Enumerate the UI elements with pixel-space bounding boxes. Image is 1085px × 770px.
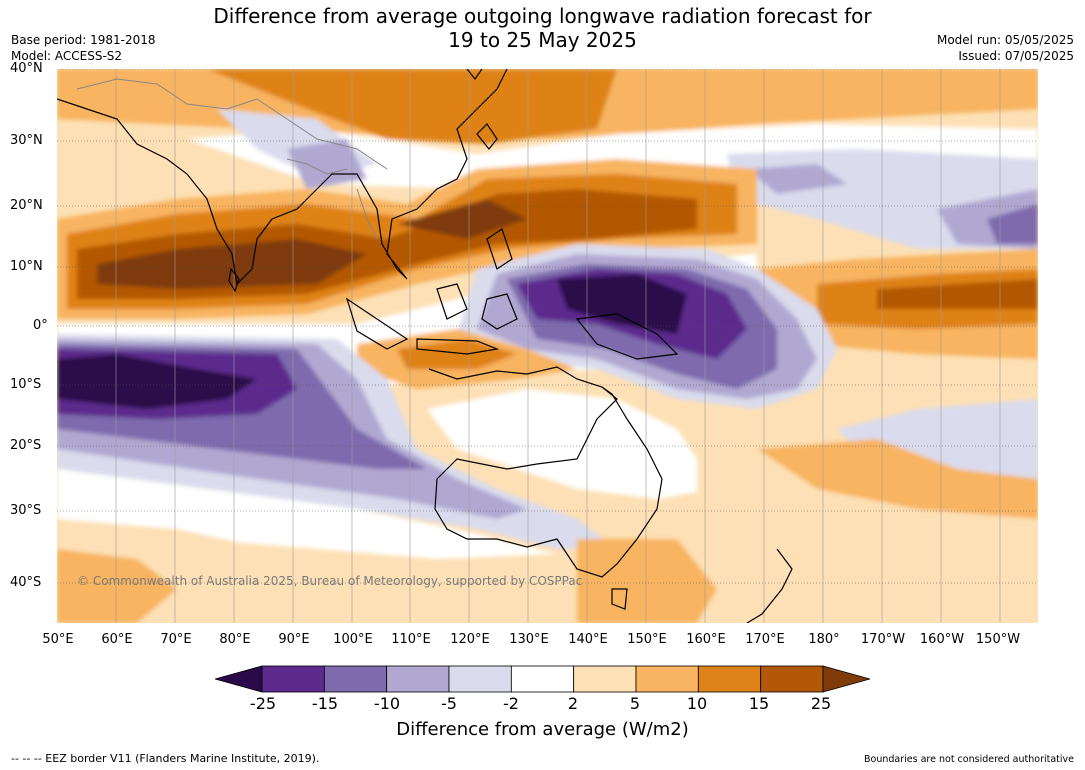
colorbar	[215, 665, 870, 693]
colorbar-tick: -15	[311, 694, 339, 713]
country-borders	[76, 78, 388, 240]
colorbar-tick: 2	[567, 694, 579, 713]
colorbar-arrow-low	[215, 665, 263, 693]
title-line-1: Difference from average outgoing longwav…	[213, 4, 872, 28]
colorbar-tick: 25	[810, 694, 832, 713]
lat-label-0: 0°	[33, 318, 48, 333]
colorbar-tick: 5	[629, 694, 641, 713]
colorbar-tick: -2	[503, 694, 519, 713]
lon-label-150w: 150°W	[975, 632, 1021, 647]
colorbar-cell	[760, 665, 824, 693]
lon-label-160e: 160°E	[686, 632, 726, 647]
lat-label-40s: 40°S	[10, 575, 42, 590]
lat-label-20s: 20°S	[10, 438, 42, 453]
colorbar-cell	[573, 665, 637, 693]
lat-label-30n: 30°N	[10, 133, 43, 148]
lat-label-10n: 10°N	[10, 259, 43, 274]
lon-label-60e: 60°E	[101, 632, 133, 647]
lon-label-140e: 140°E	[568, 632, 608, 647]
colorbar-cell	[448, 665, 512, 693]
lon-label-150e: 150°E	[627, 632, 667, 647]
olr-anomaly-map	[57, 69, 1038, 623]
issued-date: Issued: 07/05/2025	[958, 49, 1074, 63]
model-run: Model run: 05/05/2025	[936, 33, 1074, 47]
colorbar-cell	[635, 665, 699, 693]
base-period: Base period: 1981-2018	[11, 33, 156, 47]
title-line-2: 19 to 25 May 2025	[448, 28, 637, 52]
map-title: Difference from average outgoing longwav…	[0, 4, 1085, 52]
colorbar-tick: -5	[441, 694, 457, 713]
boundaries-disclaimer: Boundaries are not considered authoritat…	[864, 754, 1074, 765]
colorbar-cell	[510, 665, 575, 693]
map-canvas	[57, 69, 1038, 623]
model-name: Model: ACCESS-S2	[11, 49, 123, 63]
colorbar-cell	[261, 665, 325, 693]
lon-label-180: 180°	[808, 632, 840, 647]
lon-label-110e: 110°E	[391, 632, 431, 647]
lon-label-80e: 80°E	[219, 632, 251, 647]
colorbar-cell	[323, 665, 388, 693]
lon-label-70e: 70°E	[160, 632, 192, 647]
lat-label-40n: 40°N	[10, 61, 43, 76]
meta-left: Base period: 1981-2018 Model: ACCESS-S2	[11, 32, 156, 64]
eez-border-note: -- -- -- EEZ border V11 (Flanders Marine…	[11, 752, 320, 765]
lon-label-50e: 50°E	[42, 632, 74, 647]
meta-right: Model run: 05/05/2025 Issued: 07/05/2025	[937, 32, 1074, 64]
colorbar-tick: 15	[748, 694, 770, 713]
lon-label-160w: 160°W	[919, 632, 965, 647]
colorbar-tick: -10	[373, 694, 401, 713]
lat-label-30s: 30°S	[10, 503, 42, 518]
lat-label-20n: 20°N	[10, 198, 43, 213]
copyright-notice: © Commonwealth of Australia 2025, Bureau…	[77, 574, 583, 588]
lon-label-120e: 120°E	[450, 632, 490, 647]
longitude-gridlines	[115, 69, 1001, 623]
colorbar-cell	[386, 665, 450, 693]
colorbar-arrow-high	[822, 665, 870, 693]
colorbar-title: Difference from average (W/m2)	[396, 719, 689, 740]
lon-label-170e: 170°E	[745, 632, 785, 647]
lon-label-100e: 100°E	[333, 632, 373, 647]
lon-label-170w: 170°W	[860, 632, 906, 647]
colorbar-tick: 10	[686, 694, 708, 713]
lon-label-130e: 130°E	[509, 632, 549, 647]
colorbar-cell	[697, 665, 762, 693]
colorbar-tick: -25	[249, 694, 277, 713]
lat-label-10s: 10°S	[10, 377, 42, 392]
lon-label-90e: 90°E	[278, 632, 310, 647]
coastlines	[57, 69, 793, 623]
